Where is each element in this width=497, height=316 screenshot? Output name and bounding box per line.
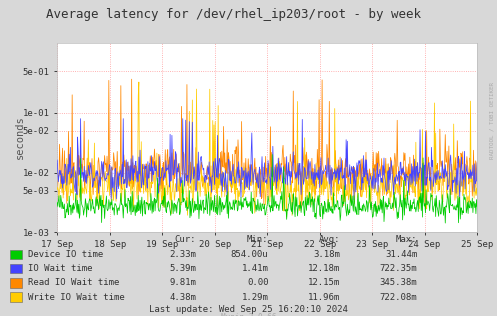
Text: 2.33m: 2.33m [169, 250, 196, 259]
Text: 9.81m: 9.81m [169, 278, 196, 287]
Y-axis label: seconds: seconds [15, 116, 25, 159]
Text: 0.00: 0.00 [247, 278, 268, 287]
Text: 1.29m: 1.29m [242, 293, 268, 301]
Text: 12.15m: 12.15m [308, 278, 340, 287]
Text: 1.41m: 1.41m [242, 264, 268, 273]
Text: RADTOOL / TOBI OETIKER: RADTOOL / TOBI OETIKER [490, 82, 495, 159]
Text: Last update: Wed Sep 25 16:20:10 2024: Last update: Wed Sep 25 16:20:10 2024 [149, 305, 348, 314]
Text: Cur:: Cur: [175, 235, 196, 244]
Text: 345.38m: 345.38m [380, 278, 417, 287]
Text: 722.08m: 722.08m [380, 293, 417, 301]
Text: 722.35m: 722.35m [380, 264, 417, 273]
Text: Avg:: Avg: [319, 235, 340, 244]
Text: Device IO time: Device IO time [28, 250, 103, 259]
Text: Munin 2.0.66: Munin 2.0.66 [221, 313, 276, 316]
Text: IO Wait time: IO Wait time [28, 264, 93, 273]
Text: 3.18m: 3.18m [314, 250, 340, 259]
Text: 4.38m: 4.38m [169, 293, 196, 301]
Text: 12.18m: 12.18m [308, 264, 340, 273]
Text: Min:: Min: [247, 235, 268, 244]
Text: 854.00u: 854.00u [231, 250, 268, 259]
Text: 5.39m: 5.39m [169, 264, 196, 273]
Text: 31.44m: 31.44m [385, 250, 417, 259]
Text: Read IO Wait time: Read IO Wait time [28, 278, 120, 287]
Text: Max:: Max: [396, 235, 417, 244]
Text: Average latency for /dev/rhel_ip203/root - by week: Average latency for /dev/rhel_ip203/root… [46, 8, 421, 21]
Text: 11.96m: 11.96m [308, 293, 340, 301]
Text: Write IO Wait time: Write IO Wait time [28, 293, 125, 301]
